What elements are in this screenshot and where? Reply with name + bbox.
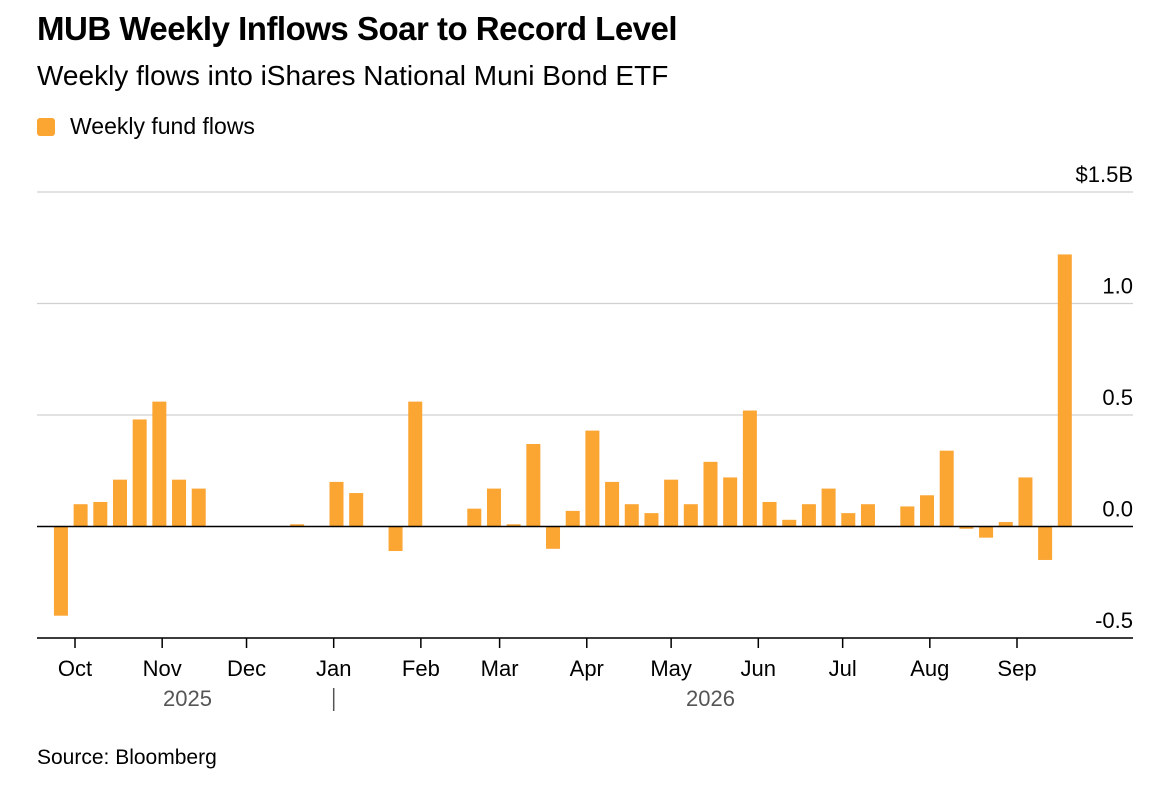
bar	[172, 479, 187, 527]
x-tick-label: Aug	[910, 656, 949, 681]
bar	[742, 410, 757, 527]
bars	[37, 254, 1133, 616]
x-year-label: 2025	[163, 686, 212, 711]
source-note: Source: Bloomberg	[37, 746, 217, 769]
x-tick-label: Sep	[997, 656, 1036, 681]
bar	[53, 526, 68, 616]
bar	[801, 504, 816, 527]
bar	[1018, 477, 1033, 527]
y-axis-labels: $1.5B 1.0 0.5 0.0 -0.5	[1076, 162, 1134, 633]
bar	[1038, 526, 1053, 560]
x-tick-label: Oct	[58, 656, 92, 681]
y-tick-label: $1.5B	[1076, 162, 1134, 187]
chart-title: MUB Weekly Inflows Soar to Record Level	[37, 10, 678, 47]
bar	[1057, 254, 1072, 527]
bar	[841, 513, 856, 527]
bar	[998, 522, 1013, 527]
bar	[565, 510, 580, 527]
y-tick-label: 0.5	[1102, 385, 1133, 410]
bar	[683, 504, 698, 527]
bar	[290, 524, 305, 527]
bar	[585, 430, 600, 527]
y-tick-label: -0.5	[1095, 608, 1133, 633]
bar	[939, 450, 954, 527]
bar	[624, 504, 639, 527]
bar	[152, 401, 167, 527]
bar	[388, 526, 403, 552]
bar	[112, 479, 127, 527]
bar	[349, 493, 364, 527]
bar	[93, 501, 108, 527]
x-tick-label: Jul	[829, 656, 857, 681]
x-axis: Oct Nov Dec Jan Feb Mar Apr May Jun Jul Aug Sep 2025…	[37, 637, 1133, 711]
bar	[959, 526, 974, 529]
bar	[132, 419, 147, 527]
bar	[664, 479, 679, 527]
legend-swatch	[37, 117, 55, 136]
bar	[821, 488, 836, 527]
bar	[605, 481, 620, 527]
y-tick-label: 1.0	[1102, 274, 1133, 299]
x-tick-label: May	[650, 656, 692, 681]
bar	[329, 481, 344, 527]
bar	[703, 461, 718, 527]
bar	[467, 508, 482, 527]
bar	[73, 504, 88, 527]
chart-subtitle: Weekly flows into iShares National Muni …	[37, 60, 669, 91]
x-tick-label: Apr	[570, 656, 604, 681]
legend-label: Weekly fund flows	[70, 113, 255, 139]
bar	[979, 526, 994, 538]
y-tick-label: 0.0	[1102, 497, 1133, 522]
x-year-label: 2026	[686, 686, 735, 711]
x-tick-label: Jun	[741, 656, 776, 681]
gridlines	[37, 191, 1133, 639]
bar	[723, 477, 738, 527]
bar	[191, 488, 206, 527]
bar	[900, 506, 915, 527]
bar	[860, 504, 875, 527]
x-tick-label: Mar	[481, 656, 519, 681]
bar	[644, 513, 659, 527]
bar	[506, 524, 521, 527]
bar	[486, 488, 501, 527]
bar	[782, 519, 797, 527]
x-tick-label: Dec	[227, 656, 266, 681]
x-tick-label: Feb	[402, 656, 440, 681]
bar	[762, 501, 777, 527]
bar	[526, 443, 541, 527]
bar	[546, 526, 561, 549]
x-tick-label: Nov	[143, 656, 182, 681]
bar	[920, 495, 935, 527]
bar	[408, 401, 423, 527]
x-tick-label: Jan	[316, 656, 351, 681]
legend: Weekly fund flows	[37, 113, 255, 140]
